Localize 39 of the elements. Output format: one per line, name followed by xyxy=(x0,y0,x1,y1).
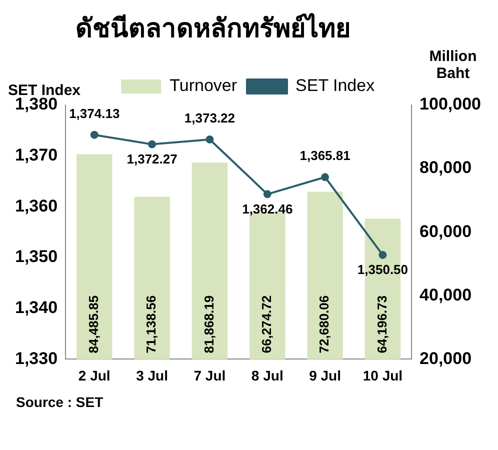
point xyxy=(90,130,98,139)
data-label: 64,196.73 xyxy=(374,295,390,354)
legend-label: SET Index xyxy=(296,76,376,96)
y2-axis-title: Million Baht xyxy=(428,48,478,82)
point xyxy=(206,135,214,144)
point xyxy=(263,190,272,198)
data-label: 1,362.46 xyxy=(242,201,293,216)
point xyxy=(321,173,330,182)
x-tick-label: 9 Jul xyxy=(309,367,341,384)
data-label: 84,485.85 xyxy=(86,295,101,354)
y2-tick-label: 20,000 xyxy=(420,348,472,368)
data-label: 1,372.27 xyxy=(126,151,178,166)
y2-tick-label: 100,000 xyxy=(420,94,481,114)
legend-label: Turnover xyxy=(170,76,238,96)
y2-tick-label: 80,000 xyxy=(420,158,472,178)
data-label: 1,350.50 xyxy=(357,262,408,278)
point xyxy=(148,140,156,148)
chart-title: ดัชนีตลาดหลักทรัพย์ไทย xyxy=(74,12,352,45)
data-label: 66,274.72 xyxy=(258,295,274,354)
data-label: 1,365.81 xyxy=(300,148,350,164)
y-tick-label: 1,350 xyxy=(14,247,58,266)
y-tick-label: 1,360 xyxy=(14,196,58,216)
y2-tick-label: 60,000 xyxy=(420,222,472,241)
y2-tick-label: 40,000 xyxy=(420,285,472,304)
data-label: 1,374.13 xyxy=(69,106,120,121)
x-tick-label: 2 Jul xyxy=(78,367,110,384)
source-note: Source : SET xyxy=(15,394,104,410)
y-tick-label: 1,370 xyxy=(14,146,58,165)
point xyxy=(378,250,387,259)
data-label: 81,868.19 xyxy=(201,295,216,354)
x-tick-label: 3 Jul xyxy=(136,367,168,384)
x-tick-label: 7 Jul xyxy=(194,367,226,384)
data-label: 72,680.06 xyxy=(316,295,332,354)
y-tick-label: 1,340 xyxy=(14,298,58,318)
data-label: 1,373.22 xyxy=(184,110,236,126)
data-label: 71,138.56 xyxy=(144,295,159,354)
x-tick-label: 10 Jul xyxy=(362,367,403,384)
x-tick-label: 8 Jul xyxy=(251,367,284,384)
y-tick-label: 1,330 xyxy=(14,348,58,368)
